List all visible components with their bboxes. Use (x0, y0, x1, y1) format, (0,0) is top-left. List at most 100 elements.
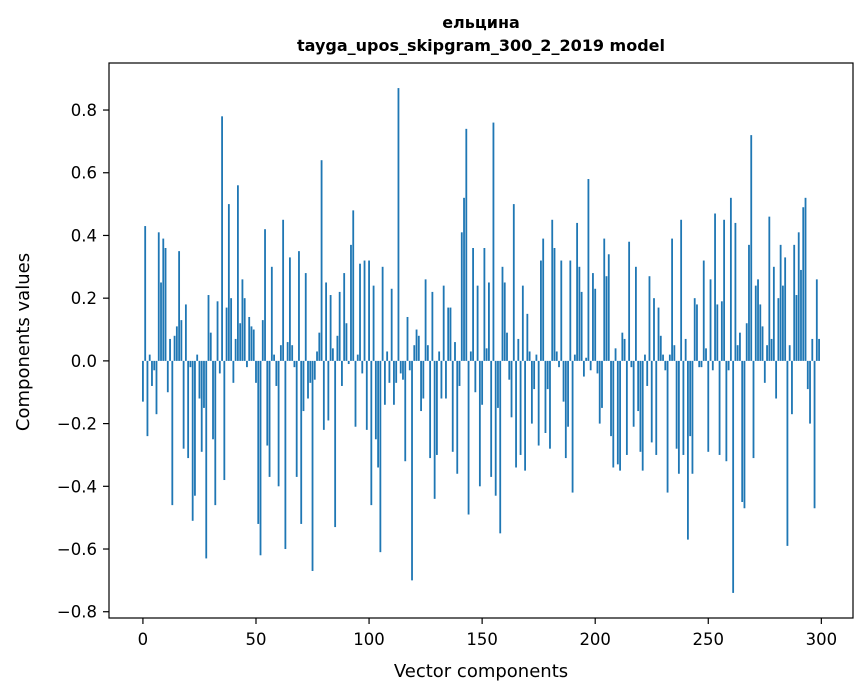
x-tick-label: 50 (245, 630, 266, 649)
bar (784, 257, 787, 361)
bar (800, 269, 802, 361)
bar (592, 273, 594, 361)
bar (374, 360, 377, 440)
bar (426, 345, 429, 361)
y-tick-label: 0.2 (71, 289, 97, 308)
bar (754, 285, 757, 361)
bar (345, 323, 348, 361)
bar (420, 360, 422, 412)
bar (325, 282, 327, 361)
bar (689, 360, 692, 437)
bar (234, 338, 237, 361)
bar (506, 332, 508, 361)
bar (635, 266, 637, 361)
bar (815, 279, 818, 361)
bar (585, 357, 588, 361)
bar (630, 360, 633, 368)
bar (241, 279, 244, 361)
bar (347, 360, 350, 365)
bar (675, 360, 678, 449)
bar (171, 360, 174, 506)
bar (334, 360, 337, 528)
bar (727, 360, 730, 371)
bar (363, 260, 366, 361)
bar (804, 197, 807, 361)
bar (196, 354, 199, 361)
bar (230, 298, 233, 361)
bar (553, 248, 556, 361)
bar (250, 326, 253, 361)
bar (476, 285, 479, 361)
bar (677, 360, 680, 474)
bar (644, 354, 646, 361)
bar (431, 291, 434, 361)
bar (221, 116, 223, 361)
bar (447, 307, 450, 361)
bar (189, 360, 192, 368)
bar (393, 360, 395, 405)
bar (338, 291, 341, 361)
bar (162, 238, 165, 361)
bar (707, 360, 710, 452)
bar (397, 88, 400, 361)
bar (788, 345, 791, 361)
bar (404, 360, 407, 462)
bar (603, 238, 606, 361)
bar (768, 216, 771, 361)
bar (519, 360, 522, 455)
bar (178, 251, 181, 361)
bar (481, 360, 484, 405)
bar (227, 204, 230, 361)
bar (625, 360, 628, 455)
bar (494, 360, 497, 496)
bar (508, 360, 511, 380)
bar (248, 316, 251, 361)
bar (295, 360, 298, 477)
x-axis-label: Vector components (394, 661, 568, 682)
bar (544, 360, 547, 433)
bar (499, 360, 502, 534)
bar (793, 244, 796, 361)
bar (549, 360, 551, 449)
bar (612, 360, 615, 468)
bar (687, 360, 689, 540)
bar (739, 332, 741, 361)
bar (415, 329, 418, 361)
bar (237, 185, 239, 361)
bar (680, 219, 683, 361)
bar (436, 360, 438, 455)
bar (191, 360, 194, 521)
bar (478, 360, 481, 487)
bar (383, 360, 386, 405)
bar (307, 360, 309, 399)
bar (743, 360, 746, 509)
bar (223, 360, 226, 481)
bar (668, 354, 671, 361)
bar (517, 338, 520, 361)
bar (184, 304, 187, 361)
bar (623, 338, 626, 361)
bar (298, 251, 300, 361)
bar (562, 360, 565, 402)
bar (429, 360, 432, 459)
bar (209, 332, 212, 361)
bar (289, 257, 291, 361)
bar (632, 360, 635, 427)
bar (144, 226, 147, 361)
bar (370, 360, 373, 506)
bar (691, 360, 694, 474)
bar (166, 360, 169, 393)
bar (467, 360, 470, 515)
bar (316, 351, 318, 361)
bar (711, 360, 714, 371)
bar (311, 360, 314, 571)
bar (379, 360, 382, 553)
bar (528, 351, 531, 361)
bar (313, 360, 316, 380)
bar (533, 360, 536, 390)
bar (813, 360, 816, 509)
bar (673, 345, 676, 361)
bar (433, 360, 436, 499)
bar (786, 360, 789, 546)
